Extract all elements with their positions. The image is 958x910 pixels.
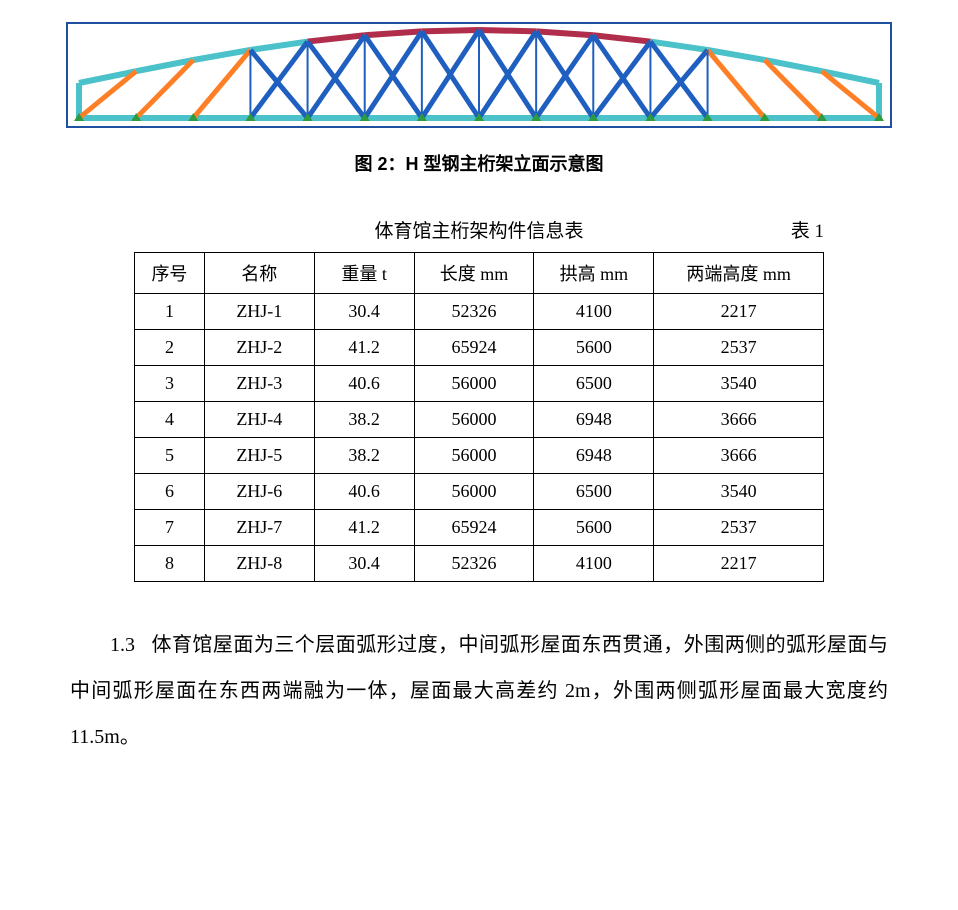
table-cell: 40.6 <box>314 366 414 402</box>
table-cell: 8 <box>135 546 205 582</box>
table-cell: 6 <box>135 474 205 510</box>
table-cell: ZHJ-7 <box>204 510 314 546</box>
figure-caption: 图 2：H 型钢主桁架立面示意图 <box>60 150 898 176</box>
table-cell: 52326 <box>414 294 534 330</box>
table-title: 体育馆主桁架构件信息表 <box>134 216 824 243</box>
table-cell: 30.4 <box>314 546 414 582</box>
table-cell: 56000 <box>414 402 534 438</box>
table-cell: 6948 <box>534 402 654 438</box>
table-cell: 7 <box>135 510 205 546</box>
table-row: 8ZHJ-830.45232641002217 <box>135 546 824 582</box>
table-cell: 2537 <box>654 510 824 546</box>
table-cell: 6948 <box>534 438 654 474</box>
table-cell: 4 <box>135 402 205 438</box>
table-cell: ZHJ-4 <box>204 402 314 438</box>
col-header: 两端高度 mm <box>654 253 824 294</box>
table-cell: 2217 <box>654 294 824 330</box>
table-cell: 6500 <box>534 366 654 402</box>
table-cell: 3540 <box>654 474 824 510</box>
table-cell: ZHJ-6 <box>204 474 314 510</box>
table-row: 5ZHJ-538.25600069483666 <box>135 438 824 474</box>
table-row: 2ZHJ-241.26592456002537 <box>135 330 824 366</box>
section-number: 1.3 <box>110 634 135 656</box>
table-cell: 4100 <box>534 546 654 582</box>
col-header: 名称 <box>204 253 314 294</box>
table-cell: 65924 <box>414 330 534 366</box>
table-cell: ZHJ-5 <box>204 438 314 474</box>
truss-info-table: 序号 名称 重量 t 长度 mm 拱高 mm 两端高度 mm 1ZHJ-130.… <box>134 252 824 582</box>
truss-svg <box>64 20 894 130</box>
truss-diagram <box>64 20 894 130</box>
table-cell: 56000 <box>414 438 534 474</box>
table-cell: 3 <box>135 366 205 402</box>
table-title-row: 体育馆主桁架构件信息表 表 1 <box>134 216 824 244</box>
table-cell: 3666 <box>654 438 824 474</box>
table-cell: ZHJ-8 <box>204 546 314 582</box>
table-cell: 2217 <box>654 546 824 582</box>
col-header: 序号 <box>135 253 205 294</box>
table-cell: ZHJ-1 <box>204 294 314 330</box>
table-cell: ZHJ-3 <box>204 366 314 402</box>
table-row: 4ZHJ-438.25600069483666 <box>135 402 824 438</box>
table-cell: 5600 <box>534 330 654 366</box>
table-cell: 6500 <box>534 474 654 510</box>
table-cell: 3540 <box>654 366 824 402</box>
table-cell: 4100 <box>534 294 654 330</box>
table-cell: 2 <box>135 330 205 366</box>
table-row: 6ZHJ-640.65600065003540 <box>135 474 824 510</box>
table-cell: 1 <box>135 294 205 330</box>
table-cell: 38.2 <box>314 402 414 438</box>
col-header: 重量 t <box>314 253 414 294</box>
table-cell: 30.4 <box>314 294 414 330</box>
table-cell: 5600 <box>534 510 654 546</box>
table-cell: 2537 <box>654 330 824 366</box>
table-cell: 41.2 <box>314 330 414 366</box>
table-row: 7ZHJ-741.26592456002537 <box>135 510 824 546</box>
table-number: 表 1 <box>791 216 824 243</box>
table-cell: 56000 <box>414 474 534 510</box>
table-header-row: 序号 名称 重量 t 长度 mm 拱高 mm 两端高度 mm <box>135 253 824 294</box>
table-cell: ZHJ-2 <box>204 330 314 366</box>
col-header: 长度 mm <box>414 253 534 294</box>
table-body: 1ZHJ-130.452326410022172ZHJ-241.26592456… <box>135 294 824 582</box>
table-cell: 52326 <box>414 546 534 582</box>
table-cell: 65924 <box>414 510 534 546</box>
table-cell: 56000 <box>414 366 534 402</box>
table-row: 1ZHJ-130.45232641002217 <box>135 294 824 330</box>
table-cell: 41.2 <box>314 510 414 546</box>
table-cell: 38.2 <box>314 438 414 474</box>
body-paragraph: 1.3体育馆屋面为三个层面弧形过度，中间弧形屋面东西贯通，外围两侧的弧形屋面与中… <box>60 622 898 760</box>
table-cell: 5 <box>135 438 205 474</box>
body-text-content: 体育馆屋面为三个层面弧形过度，中间弧形屋面东西贯通，外围两侧的弧形屋面与中间弧形… <box>70 634 888 748</box>
table-cell: 3666 <box>654 402 824 438</box>
table-row: 3ZHJ-340.65600065003540 <box>135 366 824 402</box>
table-cell: 40.6 <box>314 474 414 510</box>
col-header: 拱高 mm <box>534 253 654 294</box>
